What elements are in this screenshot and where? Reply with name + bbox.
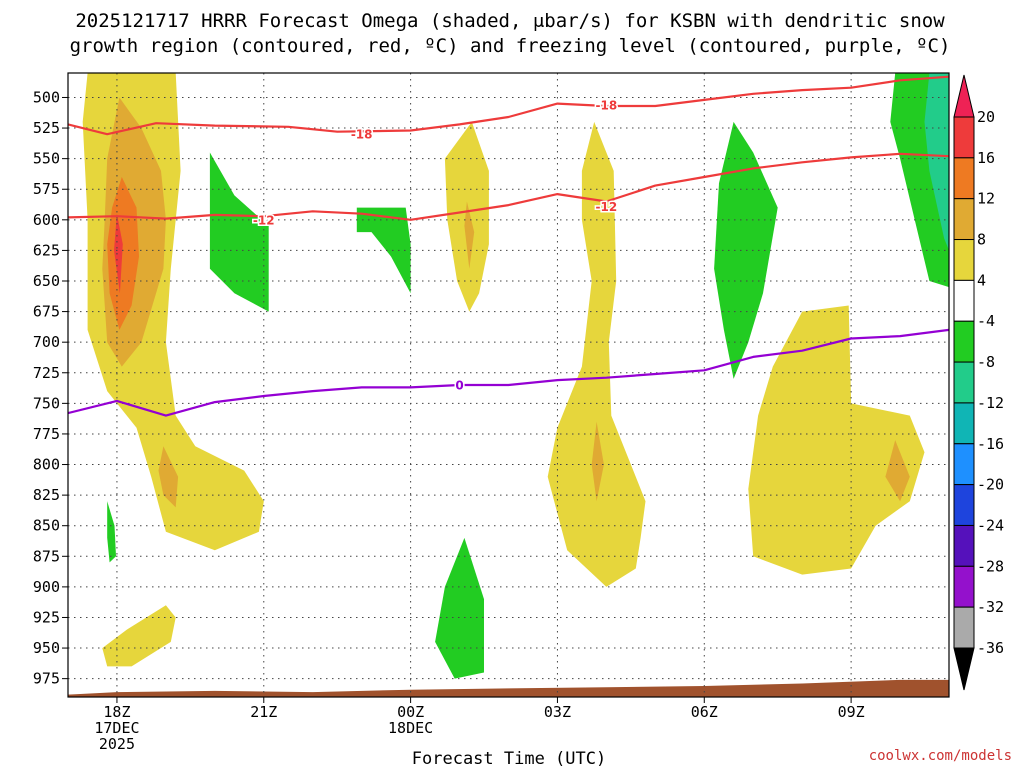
ytick-label-850: 850 <box>33 517 60 535</box>
colorbar-label--20: -20 <box>977 476 1004 494</box>
omega-region-11 <box>435 537 484 679</box>
colorbar-segment-13 <box>953 606 975 649</box>
colorbar-segment-10 <box>953 484 975 526</box>
omega-region-16 <box>885 440 910 502</box>
x-axis-label: Forecast Time (UTC) <box>412 749 606 768</box>
ytick-label-500: 500 <box>33 88 60 106</box>
ytick-label-525: 525 <box>33 119 60 137</box>
colorbar-segment-8 <box>953 402 975 445</box>
ytick-label-925: 925 <box>33 608 60 626</box>
colorbar-bottom-arrow <box>953 647 975 691</box>
xtick-label-18DEC: 18DEC <box>388 719 433 737</box>
xtick-label-17DEC: 17DEC <box>94 719 139 737</box>
ytick-label-975: 975 <box>33 670 60 688</box>
ytick-label-825: 825 <box>33 486 60 504</box>
ytick-label-725: 725 <box>33 364 60 382</box>
xtick-label-18Z: 18Z <box>103 703 130 721</box>
colorbar-label--36: -36 <box>977 639 1004 657</box>
omega-region-4 <box>158 446 179 508</box>
colorbar-label-20: 20 <box>977 108 995 126</box>
colorbar-segment-5 <box>953 279 975 322</box>
ytick-label-675: 675 <box>33 303 60 321</box>
freezing-level-label: 0 <box>455 379 463 393</box>
colorbar-label--8: -8 <box>977 353 995 371</box>
ytick-label-550: 550 <box>33 150 60 168</box>
colorbar-label-4: 4 <box>977 271 986 289</box>
ytick-label-625: 625 <box>33 241 60 259</box>
ytick-label-700: 700 <box>33 333 60 351</box>
ytick-label-900: 900 <box>33 578 60 596</box>
ytick-label-575: 575 <box>33 180 60 198</box>
dgz-label-1: -18 <box>596 98 618 112</box>
omega-region-14 <box>714 121 778 379</box>
ytick-label-750: 750 <box>33 394 60 412</box>
credit-text: coolwx.com/models <box>869 748 1012 764</box>
plot-frame <box>67 72 950 698</box>
grid-lines <box>68 73 949 697</box>
dgz-label-3: -12 <box>596 200 618 214</box>
terrain-surface <box>68 679 949 697</box>
omega-region-18 <box>924 73 949 251</box>
omega-shading <box>68 73 949 697</box>
xtick-label-2025: 2025 <box>99 735 135 753</box>
colorbar-label-8: 8 <box>977 231 986 249</box>
colorbar-segment-7 <box>953 361 975 404</box>
ytick-label-600: 600 <box>33 211 60 229</box>
omega-region-5 <box>102 605 176 667</box>
chart-title-line1: 2025121717 HRRR Forecast Omega (shaded, … <box>75 10 945 32</box>
chart-title-line2: growth region (contoured, red, ºC) and f… <box>70 35 951 57</box>
colorbar-segment-12 <box>953 565 975 608</box>
dgz-label-0: -18 <box>351 128 373 142</box>
dgz-label-2: -12 <box>253 213 275 227</box>
colorbar-label--4: -4 <box>977 312 995 330</box>
omega-region-8 <box>356 207 411 294</box>
xtick-label-00Z: 00Z <box>397 703 424 721</box>
colorbar-segment-4 <box>953 239 975 281</box>
colorbar-label--16: -16 <box>977 435 1004 453</box>
contour-lines: -18 -18 -12 -12 0 <box>68 75 949 417</box>
ytick-label-875: 875 <box>33 547 60 565</box>
omega-region-12 <box>547 121 646 587</box>
colorbar-segment-3 <box>953 198 975 241</box>
xtick-label-21Z: 21Z <box>250 703 277 721</box>
colorbar-segment-6 <box>953 320 975 363</box>
colorbar-segment-1 <box>953 116 975 159</box>
ytick-label-800: 800 <box>33 456 60 474</box>
omega-region-13 <box>591 421 604 502</box>
omega-region-3 <box>114 213 123 294</box>
colorbar-segment-11 <box>953 524 975 567</box>
ytick-label-775: 775 <box>33 425 60 443</box>
pressure-axis: 500 525 550 575 600 625 650 675 700 725 750 775 800 8… <box>33 88 68 688</box>
xtick-label-06Z: 06Z <box>691 703 718 721</box>
omega-region-7 <box>209 152 269 312</box>
dgz-contour-0 <box>68 75 949 136</box>
freezing-level-contour <box>68 328 949 417</box>
colorbar: 20 16 12 8 4 -4 -8 -12 -16 -20 -24 -28 -32 -36 <box>953 74 1004 691</box>
colorbar-label--28: -28 <box>977 557 1004 575</box>
colorbar-label--12: -12 <box>977 394 1004 412</box>
dgz-contour-2 <box>68 152 949 221</box>
colorbar-label--24: -24 <box>977 516 1004 534</box>
colorbar-label-16: 16 <box>977 149 995 167</box>
colorbar-label-12: 12 <box>977 190 995 208</box>
xtick-label-03Z: 03Z <box>544 703 571 721</box>
omega-region-10 <box>464 201 475 269</box>
ytick-label-950: 950 <box>33 639 60 657</box>
xtick-label-09Z: 09Z <box>838 703 865 721</box>
omega-region-6 <box>107 501 116 563</box>
colorbar-top-arrow <box>953 74 975 118</box>
ytick-label-650: 650 <box>33 272 60 290</box>
colorbar-segment-2 <box>953 157 975 200</box>
omega-region-15 <box>748 305 925 575</box>
colorbar-label--32: -32 <box>977 598 1004 616</box>
colorbar-segment-9 <box>953 443 975 486</box>
